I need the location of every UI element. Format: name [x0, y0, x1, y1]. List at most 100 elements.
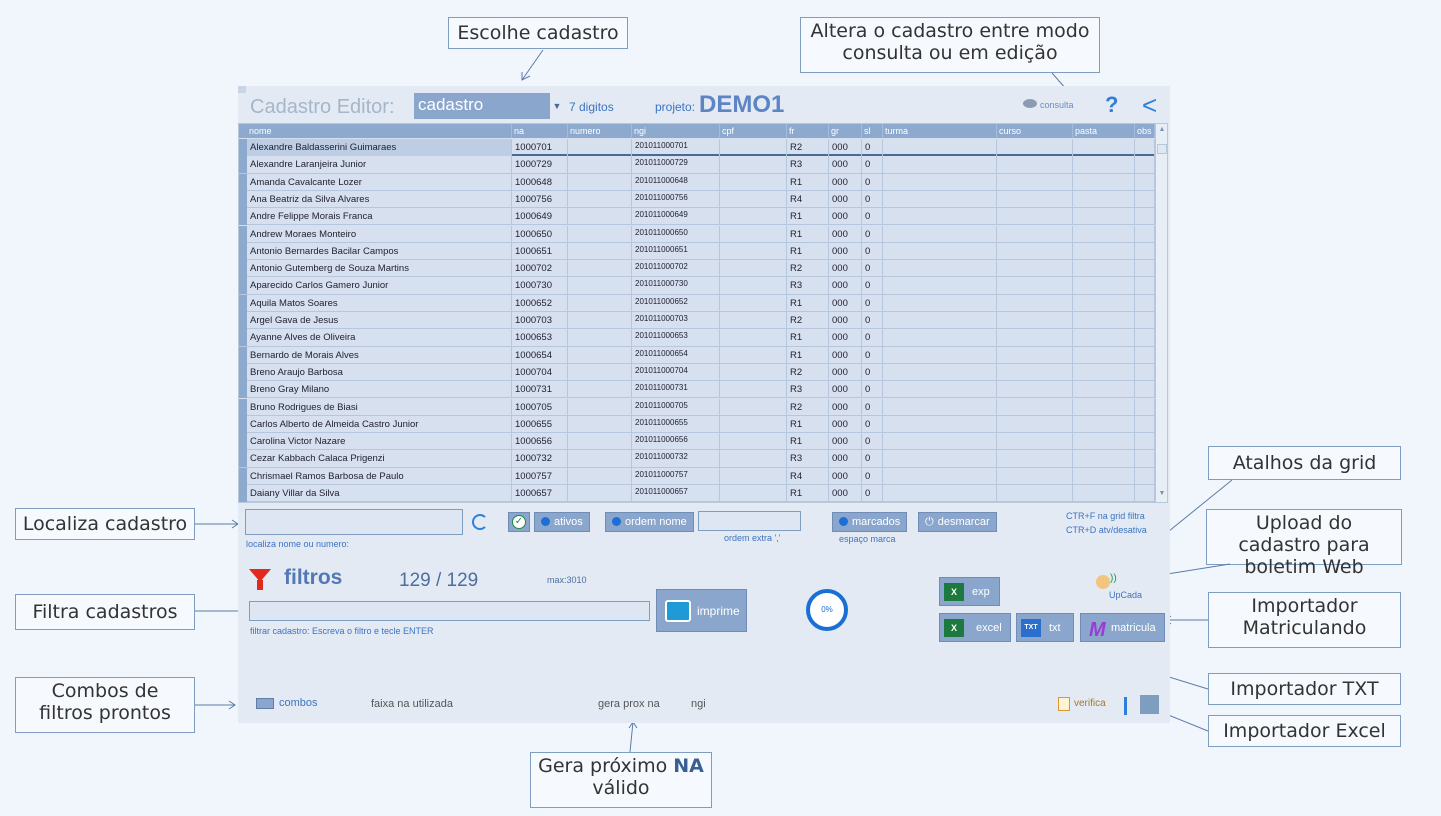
cell-curso[interactable] [997, 173, 1073, 191]
cell-gr[interactable]: 000 [829, 208, 862, 226]
cell-sl[interactable]: 0 [862, 190, 883, 208]
cell-ngi[interactable]: 201011000703 [632, 312, 720, 329]
upcada-button[interactable]: )) UpCada [1093, 573, 1153, 605]
row-marker[interactable] [239, 329, 247, 347]
cell-cpf[interactable] [720, 294, 787, 312]
cell-ngi[interactable]: 201011000732 [632, 450, 720, 468]
cell-curso[interactable] [997, 156, 1073, 174]
cell-turma[interactable] [883, 467, 997, 485]
cell-pasta[interactable] [1073, 450, 1135, 468]
desmarcar-button[interactable]: ⏻ desmarcar [918, 512, 997, 532]
row-marker[interactable] [239, 156, 247, 174]
cell-pasta[interactable] [1073, 381, 1135, 399]
cell-obs[interactable] [1135, 467, 1155, 485]
cell-turma[interactable] [883, 260, 997, 278]
cell-curso[interactable] [997, 242, 1073, 260]
cell-turma[interactable] [883, 277, 997, 295]
table-row[interactable]: Breno Araujo Barbosa 1000704 201011000704 R… [239, 363, 1155, 382]
cell-gr[interactable]: 000 [829, 312, 862, 329]
cell-curso[interactable] [997, 415, 1073, 433]
cell-na[interactable]: 1000651 [512, 242, 568, 260]
row-marker[interactable] [239, 450, 247, 468]
row-marker[interactable] [239, 363, 247, 381]
cell-curso[interactable] [997, 381, 1073, 399]
combos-button[interactable]: combos [256, 696, 346, 712]
refresh-icon[interactable] [472, 514, 488, 530]
cell-fr[interactable]: R1 [787, 415, 829, 433]
cell-curso[interactable] [997, 346, 1073, 364]
cell-pasta[interactable] [1073, 329, 1135, 347]
cell-gr[interactable]: 000 [829, 329, 862, 347]
cell-gr[interactable]: 000 [829, 381, 862, 399]
cell-cpf[interactable] [720, 173, 787, 191]
cell-pasta[interactable] [1073, 208, 1135, 226]
col-header-ngi[interactable]: ngi [632, 124, 720, 138]
table-row[interactable]: Andrew Moraes Monteiro 1000650 20101100065… [239, 225, 1155, 243]
row-marker[interactable] [239, 294, 247, 312]
cell-turma[interactable] [883, 312, 997, 329]
cell-turma[interactable] [883, 485, 997, 502]
cell-fr[interactable]: R1 [787, 346, 829, 364]
row-marker[interactable] [239, 381, 247, 399]
cell-pasta[interactable] [1073, 433, 1135, 451]
cell-turma[interactable] [883, 415, 997, 433]
cell-pasta[interactable] [1073, 156, 1135, 174]
cell-obs[interactable] [1135, 485, 1155, 502]
cell-curso[interactable] [997, 329, 1073, 347]
cell-obs[interactable] [1135, 312, 1155, 329]
cell-sl[interactable]: 0 [862, 173, 883, 191]
cell-na[interactable]: 1000703 [512, 312, 568, 329]
cell-cpf[interactable] [720, 398, 787, 416]
cell-sl[interactable]: 0 [862, 225, 883, 243]
cell-fr[interactable]: R2 [787, 260, 829, 278]
table-row[interactable]: Aquila Matos Soares 1000652 201011000652 R1… [239, 294, 1155, 312]
row-marker[interactable] [239, 398, 247, 416]
cell-sl[interactable]: 0 [862, 208, 883, 226]
cell-turma[interactable] [883, 346, 997, 364]
cell-cpf[interactable] [720, 433, 787, 451]
cell-cpf[interactable] [720, 208, 787, 226]
cell-gr[interactable]: 000 [829, 173, 862, 191]
cell-ngi[interactable]: 201011000757 [632, 467, 720, 485]
table-row[interactable]: Bruno Rodrigues de Biasi 1000705 201011000… [239, 398, 1155, 416]
cell-turma[interactable] [883, 190, 997, 208]
row-marker[interactable] [239, 225, 247, 243]
cell-curso[interactable] [997, 208, 1073, 226]
row-marker[interactable] [239, 190, 247, 208]
cell-curso[interactable] [997, 363, 1073, 381]
ordem-extra-input[interactable] [698, 511, 801, 531]
row-marker[interactable] [239, 433, 247, 451]
cell-numero[interactable] [568, 450, 632, 468]
cell-nome[interactable]: Breno Araujo Barbosa [247, 363, 512, 381]
excel-import-button[interactable]: X excel [939, 613, 1011, 642]
cell-pasta[interactable] [1073, 260, 1135, 278]
cell-cpf[interactable] [720, 312, 787, 329]
cell-obs[interactable] [1135, 190, 1155, 208]
cell-numero[interactable] [568, 139, 632, 156]
cell-cpf[interactable] [720, 363, 787, 381]
cell-cpf[interactable] [720, 381, 787, 399]
row-marker[interactable] [239, 208, 247, 226]
cell-sl[interactable]: 0 [862, 329, 883, 347]
cell-obs[interactable] [1135, 346, 1155, 364]
cell-numero[interactable] [568, 433, 632, 451]
cell-numero[interactable] [568, 312, 632, 329]
cell-pasta[interactable] [1073, 415, 1135, 433]
col-header-numero[interactable]: numero [568, 124, 632, 138]
cell-gr[interactable]: 000 [829, 433, 862, 451]
cell-ngi[interactable]: 201011000701 [632, 139, 720, 156]
cadastro-grid[interactable]: nome na numero ngi cpf fr gr sl turma cu… [238, 123, 1168, 503]
marcados-button[interactable]: marcados [832, 512, 908, 532]
row-marker[interactable] [239, 242, 247, 260]
scroll-down-icon[interactable]: ▼ [1158, 490, 1166, 497]
cell-cpf[interactable] [720, 190, 787, 208]
cell-numero[interactable] [568, 156, 632, 174]
cell-numero[interactable] [568, 260, 632, 278]
cell-turma[interactable] [883, 329, 997, 347]
cell-na[interactable]: 1000732 [512, 450, 568, 468]
cell-numero[interactable] [568, 363, 632, 381]
cell-curso[interactable] [997, 485, 1073, 502]
txt-import-button[interactable]: TXT txt [1016, 613, 1074, 642]
ativos-button[interactable]: ativos [534, 512, 590, 532]
cell-nome[interactable]: Antonio Bernardes Bacilar Campos [247, 242, 512, 260]
